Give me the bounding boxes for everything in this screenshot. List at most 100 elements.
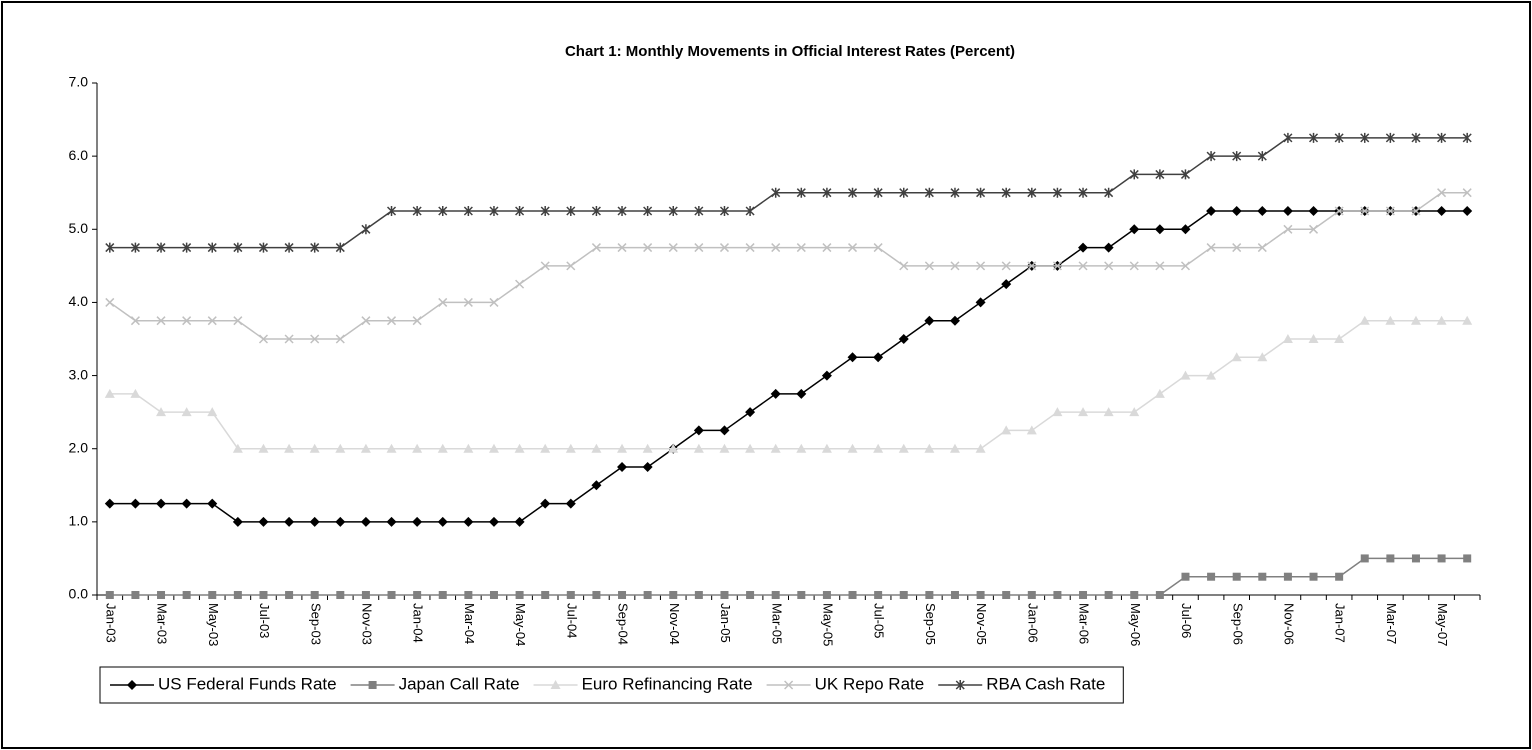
data-point xyxy=(1385,206,1395,216)
x-tick-label: Mar-05 xyxy=(769,603,784,644)
data-point xyxy=(335,516,346,527)
legend-marker xyxy=(955,680,965,690)
data-point xyxy=(1385,132,1395,143)
data-point xyxy=(515,279,525,289)
legend-label: Japan Call Rate xyxy=(399,674,520,693)
data-point xyxy=(514,443,525,453)
data-point xyxy=(1360,132,1370,143)
data-point xyxy=(694,243,704,253)
data-point xyxy=(1155,591,1164,599)
data-point xyxy=(541,591,550,599)
data-point xyxy=(848,591,857,599)
data-point xyxy=(976,261,986,271)
data-point xyxy=(182,591,191,599)
data-point xyxy=(770,443,781,453)
data-point xyxy=(386,443,397,453)
data-point xyxy=(898,334,909,344)
legend-label: RBA Cash Rate xyxy=(986,674,1105,693)
data-point xyxy=(1334,132,1344,143)
x-tick-label: Jan-06 xyxy=(1025,603,1040,643)
data-point xyxy=(437,443,448,453)
x-tick-label: Mar-03 xyxy=(155,603,170,644)
data-point xyxy=(1052,407,1063,417)
x-tick-label: Sep-06 xyxy=(1230,603,1245,645)
data-point xyxy=(950,261,960,271)
data-point xyxy=(618,591,627,599)
data-point xyxy=(1078,242,1089,253)
data-point xyxy=(821,370,832,381)
data-point xyxy=(822,187,832,198)
x-tick-label: May-05 xyxy=(820,603,835,646)
data-point xyxy=(1436,206,1447,216)
data-point xyxy=(360,443,371,453)
data-point xyxy=(464,591,473,599)
data-point xyxy=(745,206,755,216)
data-point xyxy=(1001,187,1011,198)
data-point xyxy=(488,516,499,527)
data-point xyxy=(668,243,678,253)
data-point xyxy=(207,242,217,253)
data-point xyxy=(668,443,679,453)
x-tick-label: Sep-03 xyxy=(308,603,323,645)
data-point xyxy=(924,187,934,198)
data-point xyxy=(719,443,730,453)
data-point xyxy=(386,206,397,216)
x-tick-label: May-04 xyxy=(513,603,528,646)
data-point xyxy=(1462,188,1472,198)
data-point xyxy=(232,516,243,527)
data-point xyxy=(899,187,909,198)
y-tick-label: 7.0 xyxy=(69,74,89,90)
data-point xyxy=(438,206,448,216)
data-point xyxy=(924,443,935,453)
data-point xyxy=(1001,279,1012,290)
x-tick-label: Jul-04 xyxy=(564,603,579,638)
data-point xyxy=(1437,132,1447,143)
data-point xyxy=(1079,591,1088,599)
data-point xyxy=(207,407,218,417)
data-point xyxy=(463,443,474,453)
data-point xyxy=(156,407,167,417)
data-point xyxy=(463,206,473,216)
data-point xyxy=(386,316,397,326)
x-tick-label: Jan-05 xyxy=(718,603,733,643)
data-point xyxy=(591,480,602,491)
data-point xyxy=(1386,554,1395,563)
data-point xyxy=(130,388,141,398)
data-point xyxy=(514,516,525,527)
data-point xyxy=(925,591,934,599)
legend-marker xyxy=(127,680,137,690)
data-point xyxy=(1053,591,1062,599)
data-point xyxy=(1283,572,1292,581)
data-point xyxy=(1180,169,1191,180)
legend-label: UK Repo Rate xyxy=(815,674,925,693)
data-point xyxy=(1308,206,1319,216)
data-point xyxy=(181,498,192,509)
data-point xyxy=(847,243,858,253)
data-point xyxy=(284,516,295,527)
data-point xyxy=(130,242,140,253)
data-point xyxy=(1206,370,1217,380)
data-point xyxy=(617,443,628,453)
data-point xyxy=(335,443,346,453)
data-point xyxy=(233,316,243,326)
data-point xyxy=(1027,261,1037,271)
data-point xyxy=(156,242,166,253)
legend-label: US Federal Funds Rate xyxy=(158,674,337,693)
data-point xyxy=(821,443,832,453)
data-point xyxy=(976,187,986,198)
data-point xyxy=(1104,261,1114,271)
data-point xyxy=(693,443,704,453)
data-point xyxy=(1411,132,1421,143)
data-point xyxy=(566,591,575,599)
data-point xyxy=(566,261,576,271)
data-point xyxy=(1180,224,1191,235)
data-point xyxy=(1130,591,1139,599)
data-point xyxy=(258,516,269,527)
x-tick-label: Mar-04 xyxy=(462,603,477,644)
data-point xyxy=(771,243,781,253)
data-point xyxy=(438,297,448,307)
data-point xyxy=(412,443,423,453)
data-point xyxy=(412,316,422,326)
data-point xyxy=(643,206,653,216)
data-point xyxy=(1334,206,1344,216)
